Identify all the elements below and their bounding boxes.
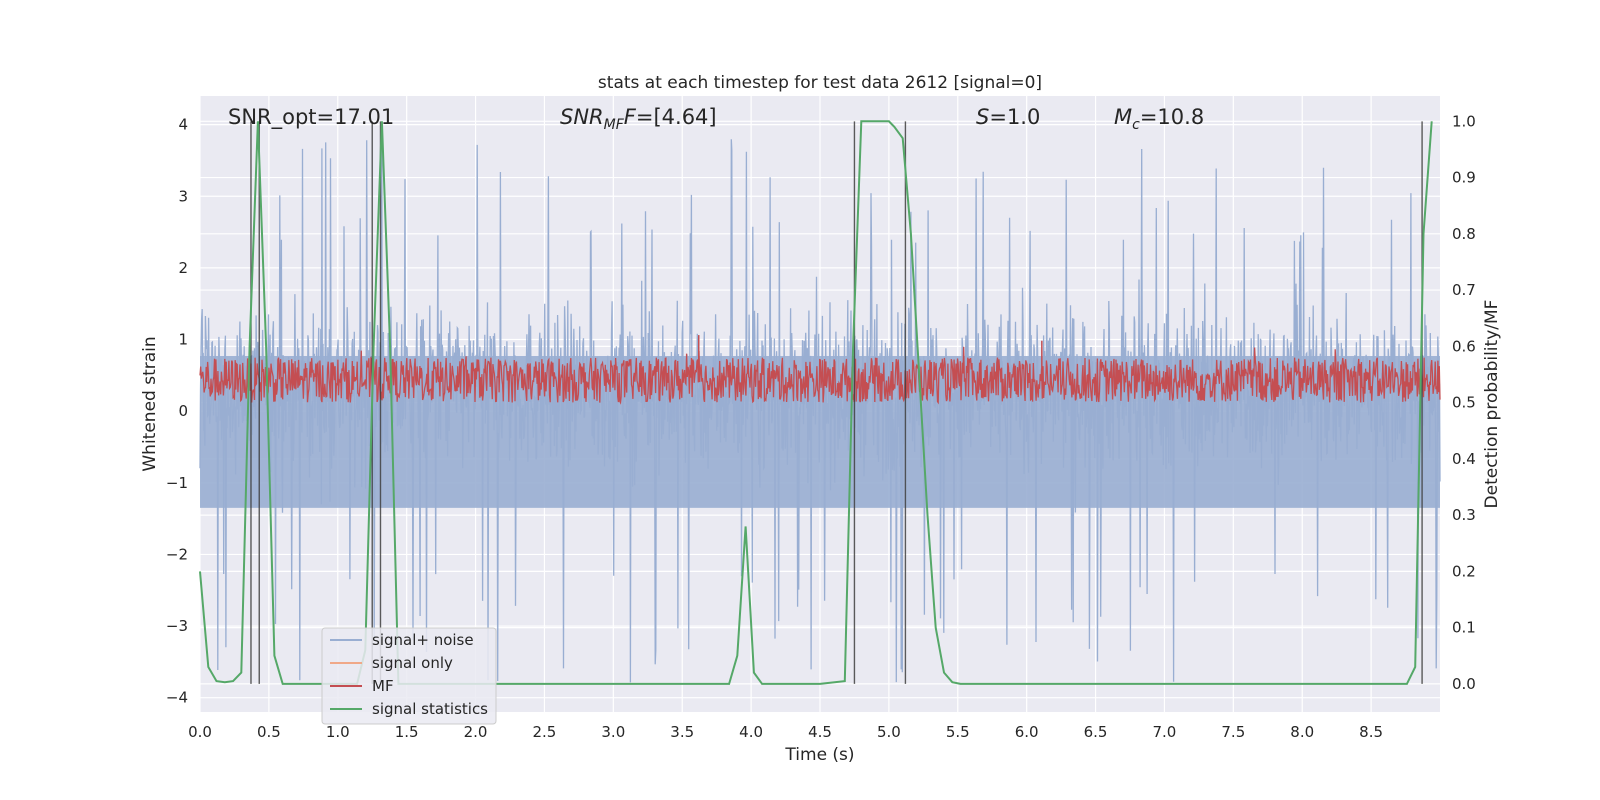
annotation-mc: Mc=10.8 <box>1114 105 1204 133</box>
annotation-snr-mf: SNRMFF=[4.64] <box>560 105 717 133</box>
x-tick-label: 4.0 <box>739 723 763 741</box>
x-tick-label: 3.0 <box>601 723 625 741</box>
annotation-snr-opt: SNR_opt=17.01 <box>228 105 394 130</box>
x-tick-label: 8.0 <box>1290 723 1314 741</box>
y2-tick-label: 0.9 <box>1452 169 1476 187</box>
y2-tick-labels: 0.0 0.1 0.2 0.3 0.4 0.5 0.6 0.7 0.8 0.9 1.0 <box>1452 112 1476 693</box>
x-tick-label: 2.0 <box>464 723 488 741</box>
y2-tick-label: 1.0 <box>1452 112 1476 130</box>
mf-series <box>199 335 1441 405</box>
y2-tick-label: 0.2 <box>1452 562 1476 580</box>
y-tick-label: −4 <box>166 689 188 707</box>
y2-tick-label: 0.0 <box>1452 675 1476 693</box>
x-tick-label: 4.5 <box>808 723 832 741</box>
x-tick-label: 0.5 <box>257 723 281 741</box>
s-rest: =1.0 <box>989 105 1040 129</box>
x-tick-label: 0.0 <box>188 723 212 741</box>
legend-label-mf: MF <box>372 677 394 695</box>
x-tick-label: 6.0 <box>1015 723 1039 741</box>
x-tick-label: 8.5 <box>1359 723 1383 741</box>
x-tick-label: 6.5 <box>1084 723 1108 741</box>
legend-label-signal-only: signal only <box>372 654 453 672</box>
mc-rest: =10.8 <box>1140 105 1204 129</box>
y2-tick-label: 0.7 <box>1452 281 1476 299</box>
x-tick-label: 5.0 <box>877 723 901 741</box>
chart-title: stats at each timestep for test data 261… <box>598 73 1042 93</box>
y-tick-label: −3 <box>166 617 188 635</box>
x-axis-label: Time (s) <box>784 745 854 765</box>
y2-tick-label: 0.6 <box>1452 337 1476 355</box>
x-tick-label: 1.5 <box>395 723 419 741</box>
x-tick-label: 7.5 <box>1221 723 1245 741</box>
snr-mf-sub: MF <box>604 117 625 133</box>
s-main: S <box>976 105 989 129</box>
mf-line <box>199 346 1441 405</box>
signal-statistics-line <box>199 120 1433 685</box>
x-tick-label: 7.0 <box>1153 723 1177 741</box>
snr-mf-rest: =[4.64] <box>636 105 717 129</box>
y-tick-label: 3 <box>178 187 188 205</box>
x-tick-label: 1.0 <box>326 723 350 741</box>
legend-label-signal-statistics: signal statistics <box>372 700 488 718</box>
y-tick-label: 1 <box>178 331 188 349</box>
mc-sub: c <box>1132 117 1140 133</box>
y2-tick-label: 0.3 <box>1452 506 1476 524</box>
legend-label-signal-noise: signal+ noise <box>372 631 474 649</box>
y-tick-labels: −4 −3 −2 −1 0 1 2 3 4 <box>166 116 188 707</box>
legend: signal+ noise signal only MF signal stat… <box>321 627 497 725</box>
y2-tick-label: 0.5 <box>1452 394 1476 412</box>
y-tick-label: 0 <box>178 402 188 420</box>
y2-tick-label: 0.1 <box>1452 619 1476 637</box>
annotation-s: S=1.0 <box>976 105 1040 129</box>
y-tick-label: 4 <box>178 116 188 134</box>
y-tick-label: −2 <box>166 545 188 563</box>
x-tick-label: 2.5 <box>533 723 557 741</box>
y2-tick-label: 0.8 <box>1452 225 1476 243</box>
y-tick-label: −1 <box>166 474 188 492</box>
y-axis-label: Whitened strain <box>140 336 160 471</box>
snr-mf-main: SNR <box>560 105 604 129</box>
x-tick-label: 3.5 <box>670 723 694 741</box>
y2-axis-label: Detection probability/MF <box>1482 300 1502 509</box>
y-tick-label: 2 <box>178 259 188 277</box>
legend-box <box>321 627 497 725</box>
x-tick-label: 5.5 <box>946 723 970 741</box>
mc-main: M <box>1114 105 1132 129</box>
y2-tick-label: 0.4 <box>1452 450 1476 468</box>
signal-statistics-series <box>199 120 1433 685</box>
x-tick-labels: 0.0 0.5 1.0 1.5 2.0 2.5 3.0 3.5 4.0 4.5 5.0 5.5 6.0 6… <box>188 723 1383 741</box>
